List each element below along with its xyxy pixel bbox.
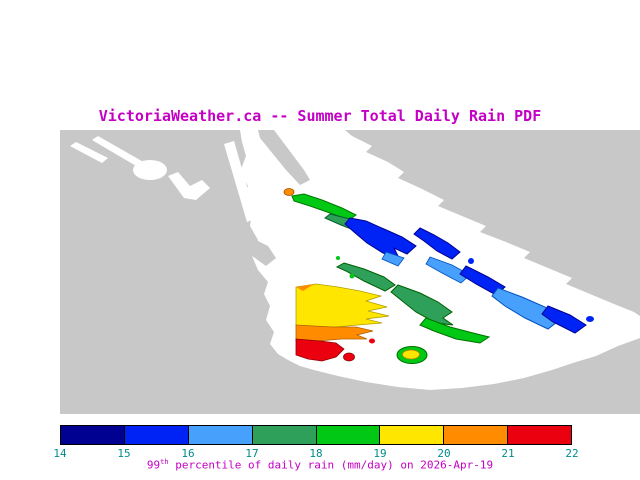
island-lightblue-3 xyxy=(491,287,562,330)
colorbar-tick-label: 14 xyxy=(53,447,67,460)
island-lightblue-2 xyxy=(425,256,471,284)
water-lake-4 xyxy=(70,142,108,163)
island-green-dot-2 xyxy=(336,256,340,260)
land-islet xyxy=(246,238,276,266)
island-orange-tip xyxy=(283,188,295,196)
island-blue-4 xyxy=(541,305,587,334)
caption: 99th percentile of daily rain (mm/day) o… xyxy=(0,458,640,472)
island-blue-dot-1 xyxy=(468,258,474,264)
colorbar-segment-21-22 xyxy=(507,426,571,444)
colorbar xyxy=(60,425,572,445)
colorbar-tick-label: 19 xyxy=(373,447,387,460)
water-lake-2 xyxy=(133,160,167,180)
colorbar-tick-label: 21 xyxy=(501,447,515,460)
colorbar-ticks: 14 15 16 17 18 19 20 21 22 xyxy=(53,447,578,460)
water-inlet xyxy=(224,141,256,222)
caption-percentile-suffix: th xyxy=(160,458,169,466)
colorbar-tick-label: 18 xyxy=(309,447,323,460)
colorbar-segment-18-19 xyxy=(315,426,380,444)
land-peninsula xyxy=(258,130,310,185)
colorbar-tick-label: 16 xyxy=(181,447,195,460)
colorbar-segment-17-18 xyxy=(251,426,316,444)
island-red-dot-1 xyxy=(343,352,355,362)
island-lightblue-1 xyxy=(381,251,405,267)
colorbar-tick-label: 20 xyxy=(437,447,451,460)
colorbar-segment-20-21 xyxy=(443,426,508,444)
water-lake-3 xyxy=(168,172,210,200)
colorbar-segment-16-17 xyxy=(187,426,252,444)
island-blue-2 xyxy=(413,227,461,260)
island-green-2 xyxy=(390,284,454,326)
island-red-dot-2 xyxy=(369,338,375,344)
plot-title: VictoriaWeather.ca -- Summer Total Daily… xyxy=(98,107,542,125)
island-ringed-inner xyxy=(402,349,420,360)
colorbar-tick-label: 15 xyxy=(117,447,131,460)
island-green-streak-1 xyxy=(291,193,357,221)
caption-text: percentile of daily rain (mm/day) on 202… xyxy=(168,458,494,472)
colorbar-tick-label: 17 xyxy=(245,447,259,460)
colorbar-segment-14-15 xyxy=(61,426,124,444)
island-green-3 xyxy=(419,317,491,344)
colorbar-segment-19-20 xyxy=(379,426,444,444)
island-green-dot-1 xyxy=(349,273,355,279)
colorbar-tick-label: 22 xyxy=(565,447,579,460)
colorbar-segment-15-16 xyxy=(123,426,188,444)
caption-percentile-value: 99 xyxy=(146,458,161,472)
block-orange-corner xyxy=(296,284,314,291)
island-blue-dot-2 xyxy=(586,316,594,322)
island-blue-1 xyxy=(344,217,417,259)
block-red-band xyxy=(295,338,345,362)
island-green-1 xyxy=(335,262,396,292)
